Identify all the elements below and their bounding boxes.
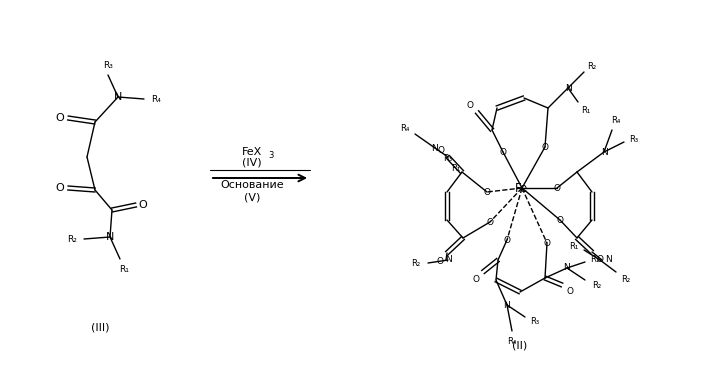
Text: O: O [486,218,494,227]
Text: FeX: FeX [242,147,262,157]
Text: R₃: R₃ [530,318,539,327]
Text: R₁: R₁ [119,264,129,273]
Text: R₂: R₂ [622,276,631,285]
Text: N: N [564,264,570,273]
Text: N: N [503,300,510,310]
Text: O: O [541,142,548,151]
Text: O: O [139,200,147,210]
Text: O: O [56,113,64,123]
Text: N: N [114,92,122,102]
Text: Основание: Основание [220,180,284,190]
Text: R₂: R₂ [411,258,420,267]
Text: N: N [106,232,114,242]
Text: (II): (II) [513,340,527,350]
Text: N: N [565,83,572,92]
Text: R₃: R₃ [443,153,452,162]
Text: O: O [503,236,510,245]
Text: O: O [567,288,574,297]
Text: N: N [432,144,439,153]
Text: O: O [484,187,491,196]
Text: R₄: R₄ [151,95,161,104]
Text: O: O [437,145,444,154]
Text: O: O [467,101,474,110]
Text: 3: 3 [268,150,273,159]
Text: R₂: R₂ [67,234,77,243]
Text: O: O [500,147,506,156]
Text: O: O [596,255,603,264]
Text: R₁: R₁ [582,105,591,114]
Text: N: N [605,255,611,264]
Text: (V): (V) [244,192,260,202]
Text: R₄: R₄ [508,337,517,346]
Text: O: O [472,276,479,285]
Text: O: O [543,239,551,248]
Text: N: N [601,147,608,156]
Text: O: O [556,215,563,224]
Text: O: O [56,183,64,193]
Text: N: N [445,255,451,264]
Text: (III): (III) [91,323,109,333]
Text: R₁: R₁ [451,163,460,172]
Text: R₁: R₁ [570,242,579,251]
Text: R₃: R₃ [629,135,639,144]
Text: R₁: R₁ [591,255,600,264]
Text: (IV): (IV) [242,157,262,167]
Text: R₂: R₂ [587,61,596,71]
Text: O: O [436,257,444,266]
Text: R₄: R₄ [611,116,621,125]
Text: Fe: Fe [515,181,529,194]
Text: O: O [553,184,560,193]
Text: R₂: R₂ [593,282,601,291]
Text: R₃: R₃ [103,61,113,70]
Text: R₄: R₄ [401,123,410,132]
